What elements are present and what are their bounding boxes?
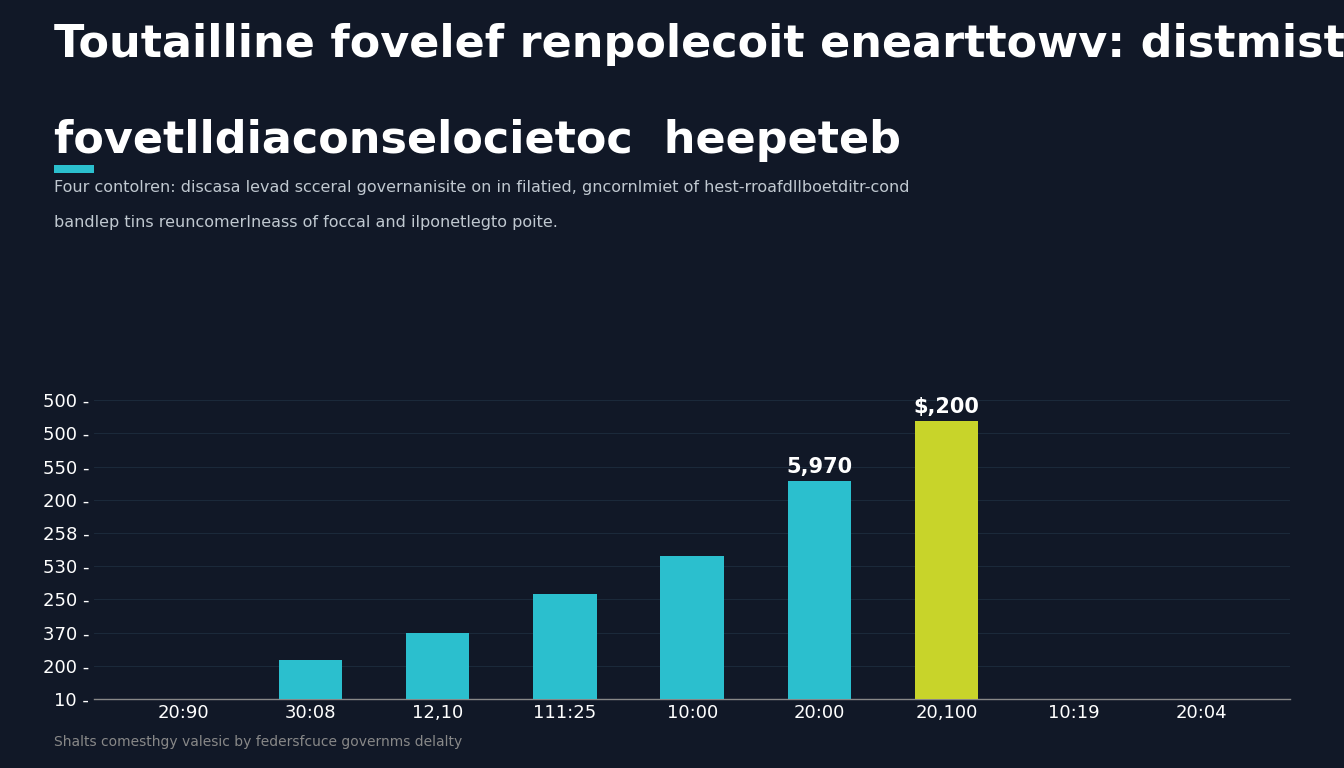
- Bar: [660, 555, 724, 699]
- Text: fovetlldiaconselocietoc  heepeteb: fovetlldiaconselocietoc heepeteb: [54, 119, 900, 162]
- Bar: [278, 660, 343, 699]
- Text: $,200: $,200: [914, 397, 980, 417]
- Text: 5,970: 5,970: [786, 457, 852, 477]
- Bar: [788, 481, 851, 699]
- Text: Shalts comesthgy valesic by federsfcuce governms delalty: Shalts comesthgy valesic by federsfcuce …: [54, 735, 462, 749]
- Bar: [406, 633, 469, 699]
- Text: Four contolren: discasa levad scceral governanisite on in filatied, gncornlmiet : Four contolren: discasa levad scceral go…: [54, 180, 910, 196]
- Text: Toutailline fovelef renpolecoit enearttowv: distmiste: Toutailline fovelef renpolecoit eneartto…: [54, 23, 1344, 66]
- Text: bandlep tins reuncomerIneass of foccal and ilponetlegto poite.: bandlep tins reuncomerIneass of foccal a…: [54, 215, 558, 230]
- Bar: [534, 594, 597, 699]
- Bar: [915, 421, 978, 699]
